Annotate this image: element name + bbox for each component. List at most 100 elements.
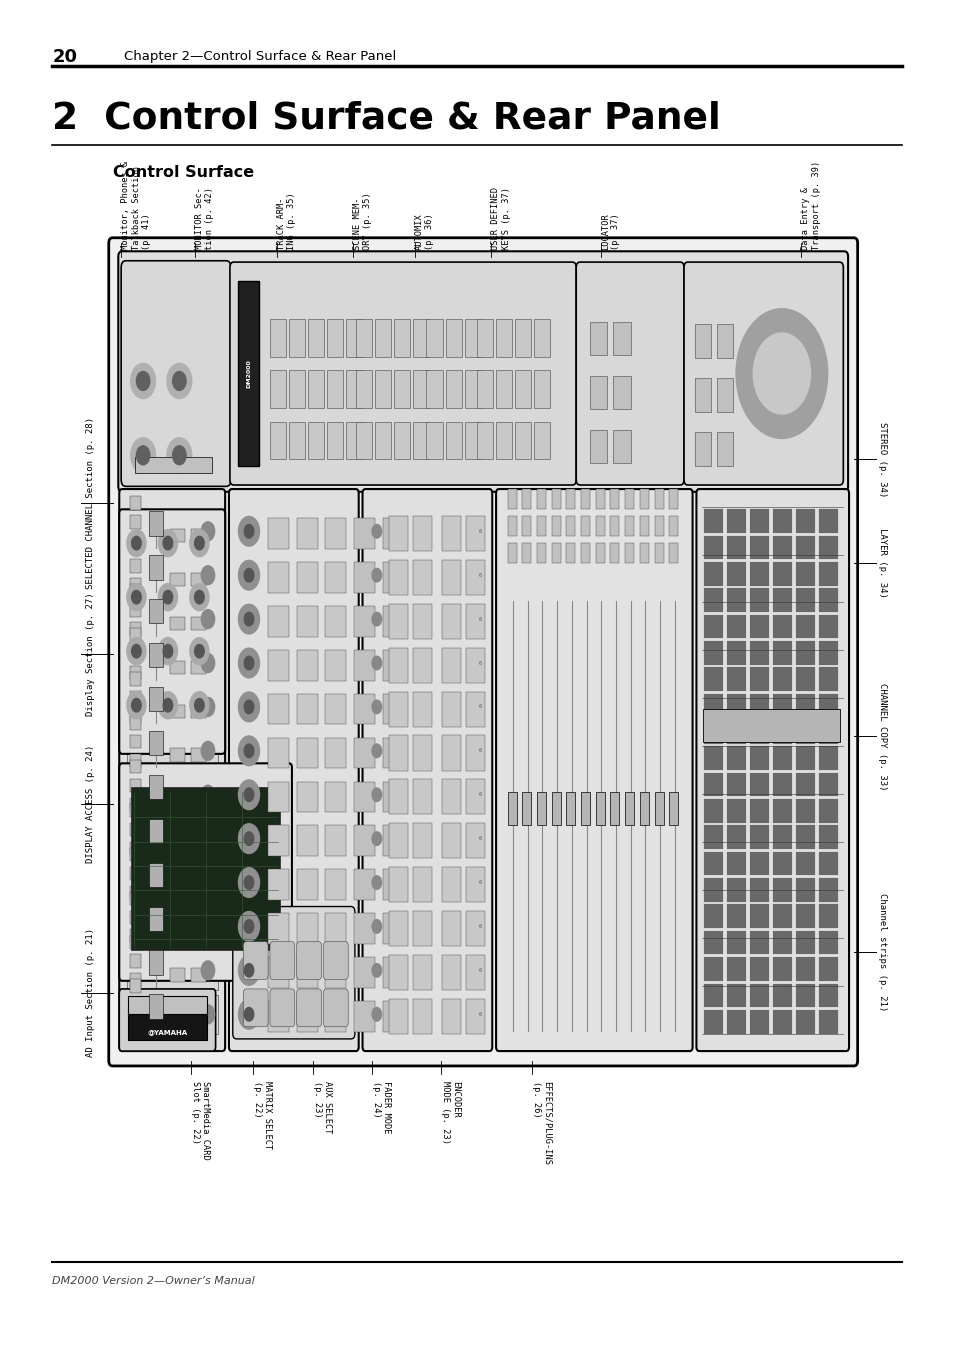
Bar bbox=[595, 792, 604, 825]
Bar bbox=[818, 984, 837, 1008]
Text: TRACK ARM-
ING (p. 35): TRACK ARM- ING (p. 35) bbox=[276, 192, 295, 250]
Bar bbox=[127, 688, 217, 727]
Bar bbox=[130, 867, 141, 881]
Bar bbox=[413, 604, 432, 639]
Bar bbox=[130, 1017, 141, 1031]
Bar bbox=[772, 694, 791, 717]
Bar bbox=[170, 792, 185, 805]
Bar bbox=[795, 984, 814, 1008]
Bar bbox=[354, 1001, 375, 1032]
Bar bbox=[795, 667, 814, 690]
Bar bbox=[654, 543, 663, 563]
Bar bbox=[465, 911, 484, 946]
Bar bbox=[726, 536, 745, 559]
Bar bbox=[795, 1011, 814, 1034]
Bar bbox=[465, 692, 484, 727]
Bar bbox=[130, 647, 141, 661]
Bar bbox=[818, 509, 837, 532]
Text: Chapter 2—Control Surface & Rear Panel: Chapter 2—Control Surface & Rear Panel bbox=[124, 50, 395, 63]
Circle shape bbox=[172, 446, 186, 465]
Text: CHANNEL COPY (p. 33): CHANNEL COPY (p. 33) bbox=[877, 682, 885, 790]
Bar bbox=[726, 852, 745, 875]
Bar bbox=[394, 319, 410, 357]
Bar bbox=[818, 667, 837, 690]
Bar bbox=[795, 825, 814, 848]
Circle shape bbox=[372, 612, 381, 626]
Bar bbox=[413, 319, 429, 357]
Bar bbox=[639, 489, 648, 509]
Bar bbox=[268, 562, 289, 593]
FancyBboxPatch shape bbox=[119, 489, 225, 1051]
Bar bbox=[703, 615, 722, 639]
Bar bbox=[654, 516, 663, 536]
Bar bbox=[772, 931, 791, 954]
Bar bbox=[726, 615, 745, 639]
Bar bbox=[580, 792, 589, 825]
Bar bbox=[521, 516, 531, 536]
Bar bbox=[749, 667, 768, 690]
Bar bbox=[170, 528, 185, 542]
Bar bbox=[413, 780, 432, 815]
Bar bbox=[441, 647, 460, 682]
Bar bbox=[268, 517, 289, 549]
Bar bbox=[130, 735, 141, 748]
Bar bbox=[749, 825, 768, 848]
Bar bbox=[595, 489, 604, 509]
Text: Control Surface: Control Surface bbox=[112, 165, 253, 181]
Bar bbox=[726, 694, 745, 717]
Bar bbox=[191, 881, 206, 894]
Bar bbox=[130, 578, 141, 592]
Circle shape bbox=[132, 698, 141, 712]
Bar bbox=[130, 778, 141, 792]
Bar bbox=[389, 604, 408, 639]
Bar bbox=[413, 735, 432, 770]
Bar bbox=[413, 516, 432, 551]
Bar bbox=[639, 792, 648, 825]
Circle shape bbox=[244, 569, 253, 582]
Bar bbox=[389, 911, 408, 946]
Circle shape bbox=[167, 438, 192, 473]
Bar bbox=[149, 555, 163, 580]
Bar bbox=[170, 924, 185, 938]
Text: AUX SELECT
(p. 23): AUX SELECT (p. 23) bbox=[313, 1081, 332, 1133]
FancyBboxPatch shape bbox=[323, 989, 348, 1027]
Text: 6: 6 bbox=[477, 573, 481, 578]
Bar bbox=[170, 705, 185, 719]
Bar bbox=[296, 913, 317, 944]
Bar bbox=[507, 516, 516, 536]
Bar bbox=[441, 867, 460, 902]
Bar bbox=[308, 422, 324, 459]
Bar bbox=[325, 913, 346, 944]
Bar bbox=[537, 792, 545, 825]
Bar bbox=[496, 422, 512, 459]
Text: 6: 6 bbox=[477, 836, 481, 842]
Bar bbox=[130, 666, 141, 680]
Bar bbox=[127, 732, 217, 770]
Bar bbox=[749, 878, 768, 902]
Circle shape bbox=[201, 742, 214, 761]
Bar bbox=[613, 322, 630, 355]
Bar bbox=[749, 931, 768, 954]
Bar bbox=[128, 1011, 207, 1040]
Bar bbox=[382, 1001, 403, 1032]
Bar bbox=[476, 422, 493, 459]
Bar bbox=[703, 905, 722, 928]
Bar bbox=[325, 870, 346, 900]
Text: 6: 6 bbox=[477, 924, 481, 929]
Bar bbox=[818, 720, 837, 743]
Bar bbox=[749, 536, 768, 559]
Bar bbox=[354, 694, 375, 724]
Circle shape bbox=[372, 744, 381, 758]
Bar bbox=[382, 738, 403, 769]
FancyBboxPatch shape bbox=[230, 262, 576, 485]
Circle shape bbox=[131, 438, 155, 473]
Circle shape bbox=[244, 920, 253, 934]
Bar bbox=[389, 647, 408, 682]
Bar bbox=[772, 642, 791, 665]
Bar bbox=[127, 512, 217, 551]
Bar bbox=[445, 319, 461, 357]
Bar bbox=[580, 489, 589, 509]
Bar bbox=[325, 694, 346, 724]
Bar bbox=[703, 878, 722, 902]
Bar bbox=[296, 562, 317, 593]
